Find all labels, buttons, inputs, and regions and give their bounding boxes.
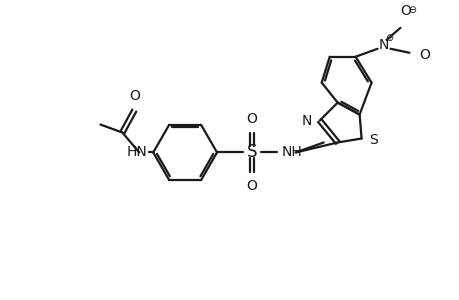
Text: N: N — [301, 113, 311, 128]
Text: HN: HN — [126, 146, 147, 159]
Text: ⊕: ⊕ — [385, 33, 393, 43]
Text: O: O — [246, 179, 257, 194]
Text: O: O — [129, 88, 140, 103]
Text: ⊖: ⊖ — [408, 5, 415, 15]
Text: O: O — [246, 112, 257, 125]
Text: S: S — [246, 143, 257, 161]
Text: O: O — [419, 48, 429, 62]
Text: N: N — [377, 38, 388, 52]
Text: O: O — [399, 4, 410, 18]
Text: NH: NH — [281, 146, 302, 159]
Text: S: S — [369, 134, 377, 148]
